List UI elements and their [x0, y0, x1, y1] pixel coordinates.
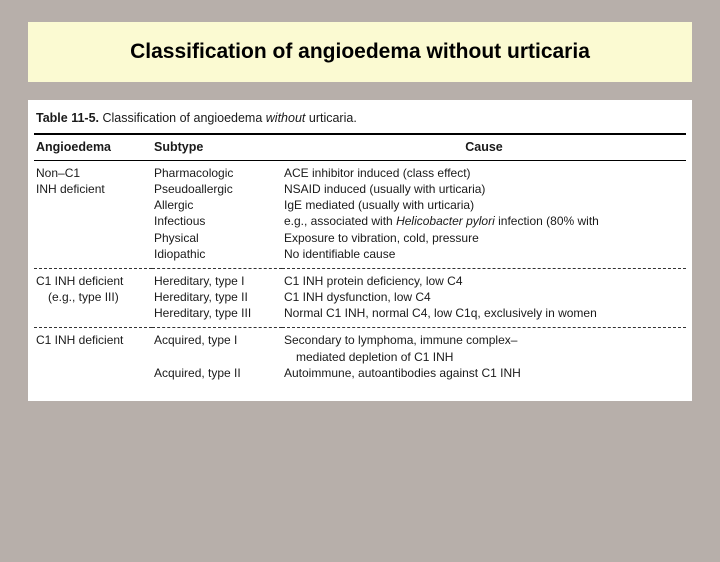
cell-cause: ACE inhibitor induced (class effect) NSA… [282, 160, 686, 268]
cell-text: Pseudoallergic [154, 182, 233, 196]
table-number: Table 11-5. [36, 111, 99, 125]
cell-cause: C1 INH protein deficiency, low C4 C1 INH… [282, 268, 686, 328]
cell-text: Acquired, type II [154, 366, 241, 380]
caption-italic: without [266, 111, 306, 125]
cell-text: Hereditary, type I [154, 274, 244, 288]
col-angioedema: Angioedema [34, 134, 152, 160]
title-banner: Classification of angioedema without urt… [28, 22, 692, 82]
col-cause: Cause [282, 134, 686, 160]
table-row: C1 INH deficient (e.g., type III) Heredi… [34, 268, 686, 328]
cell-text: Hereditary, type III [154, 306, 251, 320]
cell-text: Idiopathic [154, 247, 205, 261]
table-row: Non–C1 INH deficient Pharmacologic Pseud… [34, 160, 686, 268]
classification-table: Table 11-5. Classification of angioedema… [28, 100, 692, 401]
cell-text: NSAID induced (usually with urticaria) [284, 182, 485, 196]
cell-text: Autoimmune, autoantibodies against C1 IN… [284, 366, 521, 380]
page-title: Classification of angioedema without urt… [130, 40, 590, 63]
table-caption: Table 11-5. Classification of angioedema… [34, 108, 686, 133]
cell-text: Non–C1 [36, 166, 80, 180]
cell-subtype: Pharmacologic Pseudoallergic Allergic In… [152, 160, 282, 268]
cell-text: Pharmacologic [154, 166, 233, 180]
cell-text: IgE mediated (usually with urticaria) [284, 198, 474, 212]
cell-text: Acquired, type I [154, 333, 237, 347]
cell-text: Infectious [154, 214, 205, 228]
cell-text: C1 INH protein deficiency, low C4 [284, 274, 463, 288]
cell-text: Physical [154, 231, 199, 245]
table-header-row: Angioedema Subtype Cause [34, 134, 686, 160]
cell-text: ACE inhibitor induced (class effect) [284, 166, 471, 180]
cell-text: e.g., associated with [284, 214, 396, 228]
cell-text: infection (80% with [495, 214, 599, 228]
cell-subtype: Hereditary, type I Hereditary, type II H… [152, 268, 282, 328]
cell-text: No identifiable cause [284, 247, 395, 261]
col-subtype: Subtype [152, 134, 282, 160]
cell-text: C1 INH deficient [36, 274, 123, 288]
table-row: C1 INH deficient Acquired, type I Acquir… [34, 328, 686, 387]
cell-text: Secondary to lymphoma, immune complex– [284, 333, 517, 347]
cell-text: (e.g., type III) [36, 289, 150, 305]
cell-cause: Secondary to lymphoma, immune complex– m… [282, 328, 686, 387]
cell-angioedema: Non–C1 INH deficient [34, 160, 152, 268]
cell-angioedema: C1 INH deficient (e.g., type III) [34, 268, 152, 328]
cell-text: C1 INH dysfunction, low C4 [284, 290, 431, 304]
cell-subtype: Acquired, type I Acquired, type II [152, 328, 282, 387]
caption-text: Classification of angioedema [102, 111, 265, 125]
caption-text2: urticaria. [305, 111, 356, 125]
data-table: Angioedema Subtype Cause Non–C1 INH defi… [34, 133, 686, 387]
cell-text: Normal C1 INH, normal C4, low C1q, exclu… [284, 306, 597, 320]
cell-text-italic: Helicobacter pylori [396, 214, 495, 228]
cell-angioedema: C1 INH deficient [34, 328, 152, 387]
cell-text: mediated depletion of C1 INH [284, 349, 684, 365]
cell-text: INH deficient [36, 182, 105, 196]
cell-text: Exposure to vibration, cold, pressure [284, 231, 479, 245]
cell-text: C1 INH deficient [36, 333, 123, 347]
cell-text: Hereditary, type II [154, 290, 248, 304]
cell-text: Allergic [154, 198, 193, 212]
